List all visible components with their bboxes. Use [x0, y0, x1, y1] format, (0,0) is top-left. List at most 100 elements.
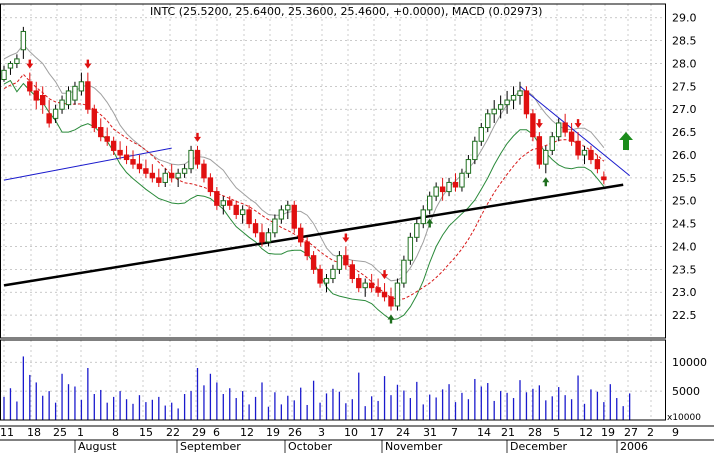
candle-down — [130, 159, 136, 165]
candle-down — [233, 204, 239, 215]
candle-up — [407, 236, 414, 261]
candle-down — [46, 113, 52, 124]
candle-up — [491, 108, 497, 115]
price-tick-label: 27.0 — [672, 103, 697, 116]
day-tick-label: 10 — [344, 426, 358, 439]
candle-up — [7, 62, 14, 69]
candle-up — [78, 81, 85, 92]
day-tick-label: 12 — [240, 426, 254, 439]
candle-up — [485, 113, 491, 129]
price-tick-label: 25.5 — [672, 172, 697, 185]
candle-up — [181, 168, 188, 174]
candle-up — [427, 195, 433, 211]
resistance-trendline — [519, 85, 630, 176]
signal-arrows — [26, 59, 633, 324]
volume-multiplier-label: x10000 — [667, 413, 701, 423]
chart-frames — [0, 3, 714, 441]
day-tick-label: 2 — [647, 426, 654, 439]
indicator-overlays — [3, 43, 605, 321]
day-tick-label: 15 — [139, 426, 153, 439]
support-trendline — [3, 183, 624, 287]
candle-up — [401, 259, 407, 284]
price-tick-label: 26.5 — [672, 126, 697, 139]
day-tick-label: 8 — [112, 426, 119, 439]
candle-down — [227, 200, 233, 206]
candle-up — [510, 95, 517, 101]
band-line — [3, 79, 605, 321]
price-tick-label: 23.0 — [672, 286, 697, 299]
price-tick-label: 25.0 — [672, 195, 697, 208]
candle-down — [594, 159, 601, 170]
candle-down — [169, 172, 175, 179]
candle-down — [201, 163, 207, 179]
candle-down — [91, 108, 97, 129]
candle-up — [14, 58, 20, 64]
candle-down — [375, 287, 381, 293]
candle-down — [575, 140, 581, 156]
candle-up — [517, 90, 523, 97]
price-tick-label: 24.5 — [672, 218, 697, 231]
volume-tick-label: 10000 — [672, 356, 707, 369]
candle-down — [588, 149, 594, 161]
candle-up — [265, 232, 272, 243]
day-tick-label: 18 — [27, 426, 41, 439]
price-candles — [1, 26, 607, 311]
day-tick-label: 26 — [288, 426, 302, 439]
month-label: August — [78, 440, 117, 453]
price-panel-frame — [0, 3, 666, 339]
candle-down — [381, 291, 388, 298]
candle-down — [194, 149, 201, 165]
candle-down — [246, 209, 252, 225]
candle-down — [601, 176, 607, 181]
date-axis: 11 18 25 1 8 15 22 29 6 12 19 26 3 10 17 24 31 7 14 21 28 5 12… — [0, 426, 679, 453]
resistance-trendline — [3, 147, 172, 181]
day-tick-label: 25 — [53, 426, 67, 439]
candle-up — [52, 108, 59, 119]
candle-up — [272, 218, 278, 234]
candle-up — [65, 90, 72, 106]
day-tick-label: 29 — [192, 426, 206, 439]
candle-up — [1, 69, 7, 80]
forecast-up-arrow — [619, 132, 633, 150]
candle-down — [98, 127, 104, 138]
candle-up — [543, 149, 549, 165]
day-tick-label: 12 — [579, 426, 593, 439]
candle-up — [336, 255, 343, 270]
day-tick-label: 6 — [213, 426, 220, 439]
candle-up — [72, 85, 78, 101]
candle-up — [59, 99, 65, 110]
candle-down — [349, 264, 356, 280]
candle-up — [330, 268, 336, 280]
candle-up — [504, 99, 510, 106]
candle-up — [394, 282, 401, 307]
chart-title: INTC (25.5200, 25.6400, 25.3600, 25.4600… — [150, 5, 542, 18]
candle-down — [368, 282, 375, 289]
candle-down — [123, 154, 130, 161]
day-tick-label: 27 — [624, 426, 638, 439]
candle-up — [162, 172, 168, 183]
candle-down — [117, 149, 123, 156]
price-tick-label: 22.5 — [672, 309, 697, 322]
grid-lines — [0, 4, 665, 420]
candle-down — [298, 227, 304, 243]
candle-up — [556, 122, 562, 138]
candle-down — [317, 268, 323, 284]
candle-down — [310, 255, 317, 270]
candle-down — [452, 181, 459, 188]
sell-arrow — [381, 270, 389, 280]
candle-up — [446, 181, 452, 193]
candle-up — [239, 209, 246, 215]
candle-down — [110, 140, 117, 151]
price-tick-label: 27.5 — [672, 80, 697, 93]
candle-up — [362, 282, 368, 289]
month-label: November — [385, 440, 443, 453]
day-tick-label: 7 — [451, 426, 458, 439]
moving-average-line — [3, 43, 605, 282]
candle-down — [439, 186, 446, 193]
price-tick-label: 26.0 — [672, 149, 697, 162]
volume-bars — [3, 356, 631, 420]
day-tick-label: 28 — [528, 426, 542, 439]
candle-down — [214, 191, 220, 206]
candle-down — [40, 95, 46, 106]
